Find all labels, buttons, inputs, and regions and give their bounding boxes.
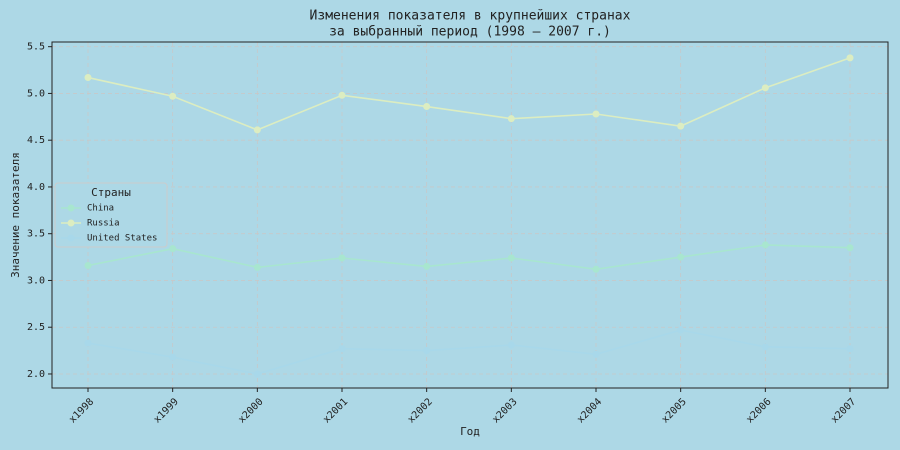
point	[253, 263, 261, 271]
point	[169, 92, 177, 100]
point	[592, 350, 600, 358]
point	[761, 343, 769, 351]
plot-frame	[51, 41, 889, 389]
point	[423, 103, 431, 111]
series-line	[87, 244, 851, 271]
y-axis-label: Значение показателя	[9, 152, 22, 278]
point	[677, 326, 685, 334]
legend-label: China	[87, 204, 114, 214]
point	[84, 261, 92, 269]
y-tick-label: 3.0	[27, 275, 45, 286]
point	[677, 122, 685, 130]
point	[846, 244, 854, 252]
point	[677, 253, 685, 261]
chart-subtitle: за выбранный период (1998 – 2007 г.)	[329, 25, 611, 40]
point	[592, 265, 600, 273]
point	[253, 126, 261, 134]
point	[338, 91, 346, 99]
chart-title: Изменения показателя в крупнейших страна…	[310, 9, 631, 24]
point	[169, 353, 177, 361]
point	[846, 345, 854, 353]
point	[169, 245, 177, 253]
point	[507, 115, 515, 123]
point	[338, 254, 346, 262]
legend-marker	[67, 234, 75, 242]
plot-area	[52, 42, 888, 388]
point	[846, 54, 854, 62]
point	[338, 345, 346, 353]
legend-marker	[67, 204, 75, 212]
legend-marker	[67, 219, 75, 227]
legend-label: United States	[87, 234, 157, 244]
series-line	[87, 57, 851, 131]
legend-title: Страны	[91, 186, 131, 199]
point	[761, 84, 769, 92]
y-tick-label: 5.0	[27, 88, 45, 99]
point	[761, 241, 769, 249]
x-axis-label: Год	[460, 425, 480, 438]
point	[507, 254, 515, 262]
legend-label: Russia	[87, 219, 120, 229]
point	[592, 110, 600, 118]
point	[423, 262, 431, 270]
y-tick-label: 3.5	[27, 229, 45, 240]
point	[253, 370, 261, 378]
y-tick-label: 5.5	[27, 42, 45, 53]
legend-box	[54, 182, 168, 248]
point	[84, 74, 92, 82]
y-tick-label: 2.5	[27, 322, 45, 333]
series-line	[87, 329, 851, 375]
y-tick-label: 2.0	[27, 369, 45, 380]
y-tick-label: 4.0	[27, 182, 45, 193]
point	[507, 341, 515, 349]
y-tick-label: 4.5	[27, 135, 45, 146]
point	[423, 347, 431, 355]
point	[84, 339, 92, 347]
